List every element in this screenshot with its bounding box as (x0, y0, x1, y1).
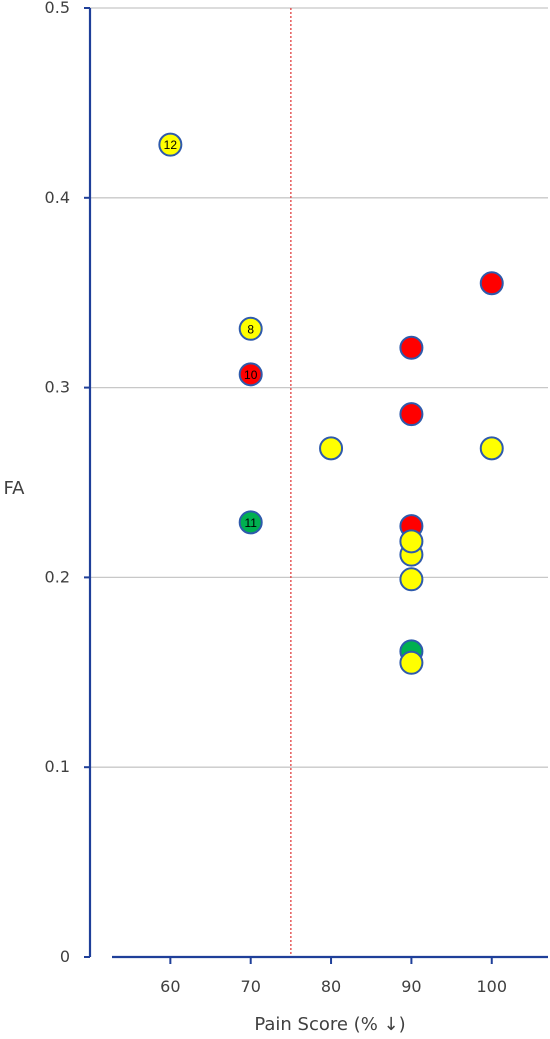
point-label: 8 (247, 322, 254, 336)
axes (84, 7, 548, 964)
data-point (238, 362, 263, 387)
data-point (319, 436, 344, 461)
x-tick-label: 90 (401, 977, 421, 996)
y-tick-label: 0.4 (45, 188, 70, 207)
x-tick-label: 60 (160, 977, 180, 996)
x-axis-title: Pain Score (% ↓) (254, 1014, 405, 1035)
x-tick-label: 100 (476, 977, 507, 996)
point-label: 11 (244, 516, 257, 530)
tick-labels: 0 0.1 0.2 0.3 0.4 0.5 60 70 80 90 100 (45, 0, 507, 996)
data-point (238, 510, 263, 535)
x-tick-label: 70 (241, 977, 261, 996)
data-point (399, 567, 424, 592)
data-point (479, 436, 504, 461)
data-point (399, 650, 424, 675)
data-point (399, 402, 424, 427)
y-tick-label: 0.1 (45, 757, 70, 776)
x-tick-label: 80 (321, 977, 341, 996)
data-point (479, 271, 504, 296)
y-tick-label: 0.5 (45, 0, 70, 17)
point-label: 10 (244, 368, 258, 382)
data-point (399, 529, 424, 554)
data-point (158, 132, 183, 157)
y-tick-label: 0.3 (45, 378, 70, 397)
data-point (399, 335, 424, 360)
data-points: 12 8 10 11 (158, 132, 504, 675)
point-label: 12 (164, 138, 178, 152)
data-point (238, 316, 263, 341)
y-axis-title: FA (3, 478, 25, 499)
y-tick-label: 0.2 (45, 567, 70, 586)
y-tick-label: 0 (60, 947, 70, 966)
grid-lines (90, 7, 548, 768)
